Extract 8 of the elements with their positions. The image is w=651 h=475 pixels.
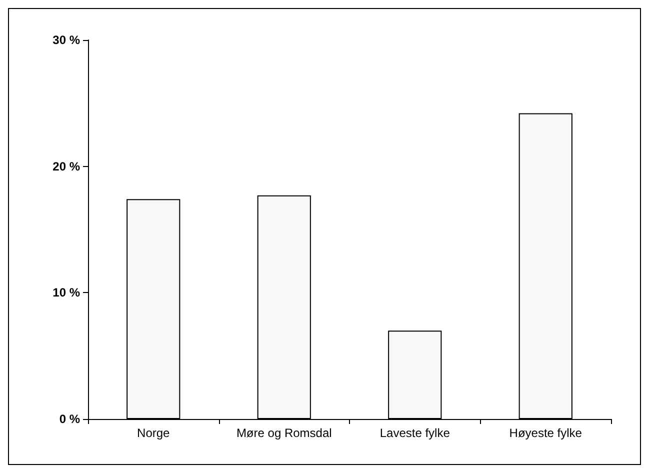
x-tick-label: Laveste fylke bbox=[380, 426, 450, 440]
x-tick-label: Norge bbox=[137, 426, 170, 440]
y-tick-label: 10 % bbox=[52, 286, 80, 300]
y-tick-label: 0 % bbox=[59, 412, 80, 426]
y-tick-label: 20 % bbox=[52, 159, 80, 174]
x-tick-label: Høyeste fylke bbox=[509, 426, 582, 440]
y-tick-label: 30 % bbox=[52, 33, 80, 47]
x-tick-label: Møre og Romsdal bbox=[236, 426, 332, 440]
